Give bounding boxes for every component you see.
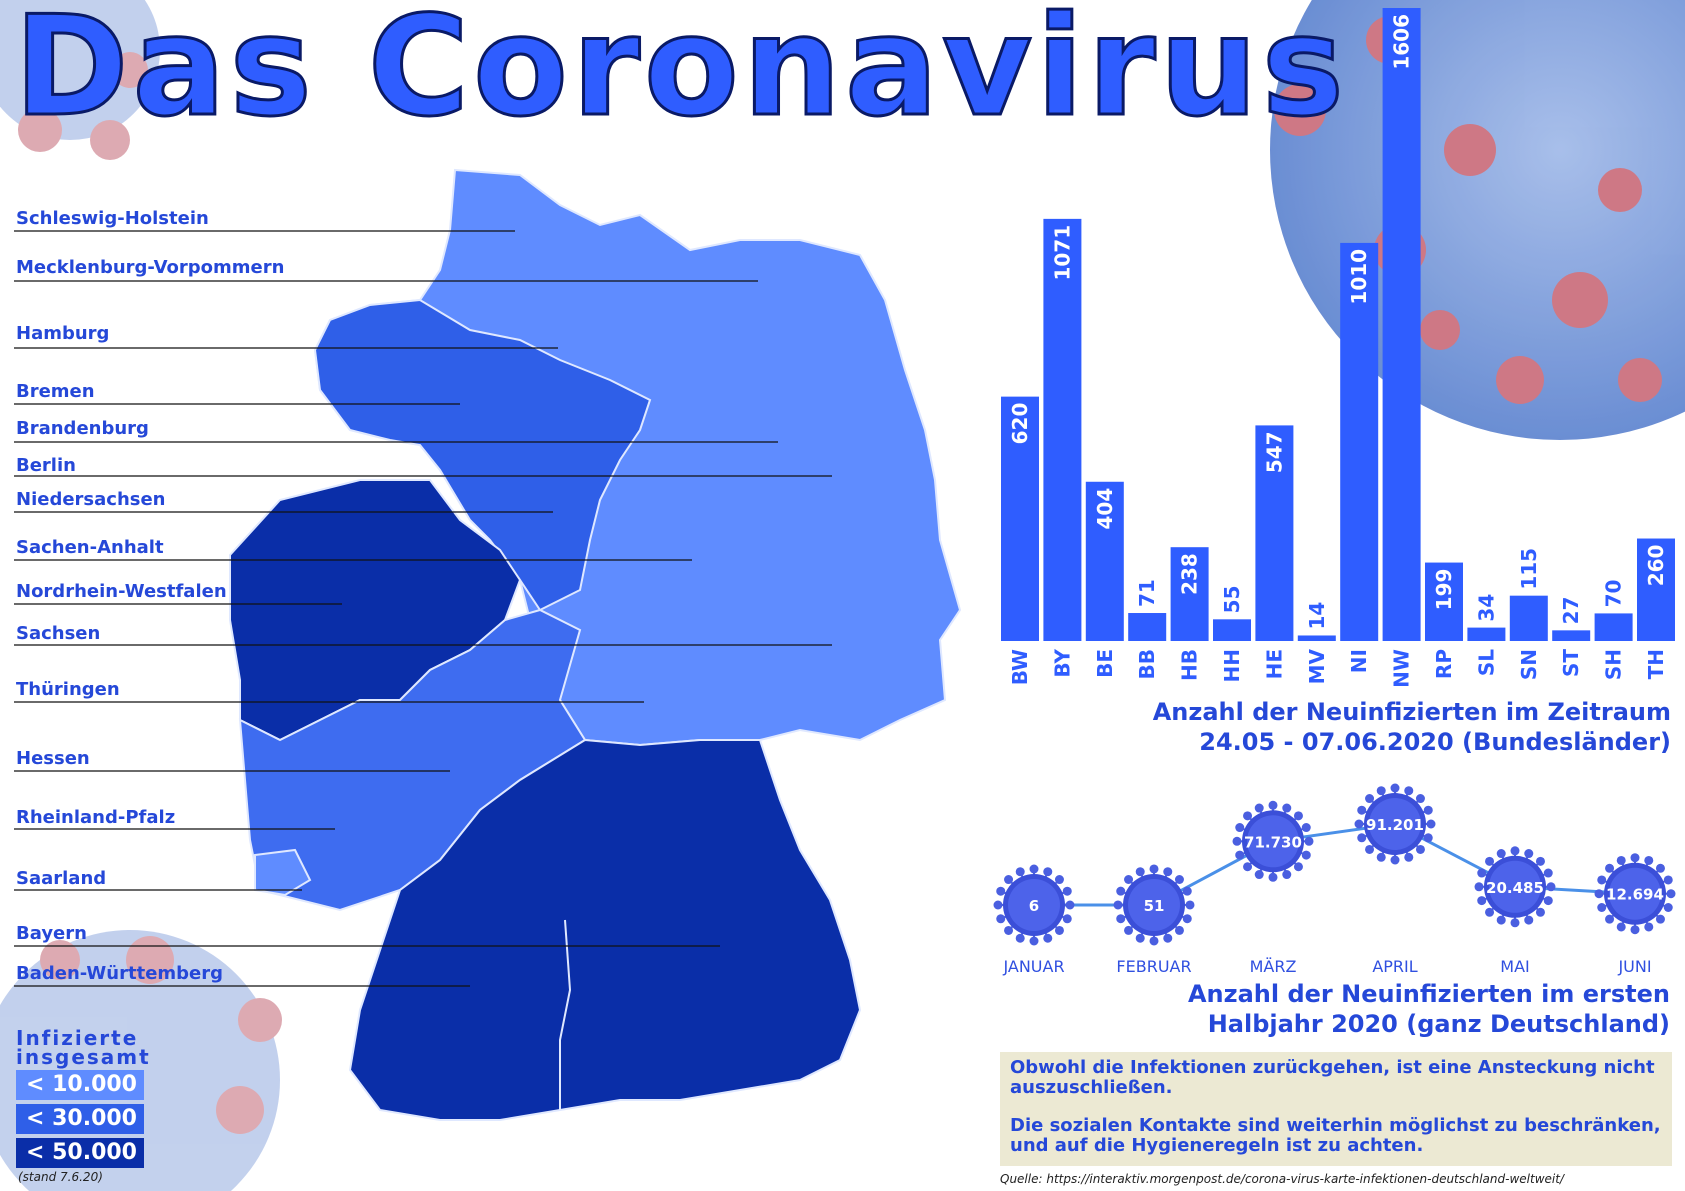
region-label-nordrhein-westfalen: Nordrhein-Westfalen: [16, 581, 227, 602]
legend-item-high: < 50.000: [16, 1138, 144, 1168]
region-label-hessen: Hessen: [16, 748, 90, 769]
legend-date-note: (stand 7.6.20): [18, 1170, 103, 1184]
region-label-bayern: Bayern: [16, 923, 87, 944]
info-note-paragraph-2: Die sozialen Kontakte sind weiterhin mög…: [1010, 1115, 1661, 1156]
bar-chart-title-line2: 24.05 - 07.06.2020 (Bundesländer): [1199, 728, 1671, 756]
line-chart-title-line1: Anzahl der Neuinfizierten im ersten: [1187, 980, 1670, 1008]
info-note-paragraph-1: Obwohl die Infektionen zurückgehen, ist …: [1010, 1057, 1655, 1098]
line-chart-title-line2: Halbjahr 2020 (ganz Deutschland): [1207, 1010, 1670, 1038]
region-label-hamburg: Hamburg: [16, 323, 110, 344]
germany-map: [229, 168, 962, 1121]
legend-item-medium: < 30.000: [16, 1104, 144, 1134]
region-label-schleswig-holstein: Schleswig-Holstein: [16, 208, 209, 229]
source-citation: Quelle: https://interaktiv.morgenpost.de…: [1000, 1172, 1564, 1186]
legend-title-line1: Infizierte: [16, 1026, 139, 1050]
region-label-sachsen: Sachsen: [16, 623, 101, 644]
map-region-niedersachsen: [313, 298, 652, 612]
map-region-south: [348, 738, 862, 1121]
bar-chart-title-line1: Anzahl der Neuinfizierten im Zeitraum: [1152, 698, 1671, 726]
region-label-baden-wuerttemberg: Baden-Württemberg: [16, 963, 224, 984]
region-label-niedersachsen: Niedersachsen: [16, 489, 166, 510]
map-region-saarland: [254, 848, 312, 897]
region-label-saarland: Saarland: [16, 868, 107, 889]
region-label-rheinland-pfalz: Rheinland-Pfalz: [16, 807, 176, 828]
legend-item-low: < 10.000: [16, 1070, 144, 1100]
info-note: Obwohl die Infektionen zurückgehen, ist …: [1000, 1052, 1672, 1166]
region-label-bremen: Bremen: [16, 381, 95, 402]
page-title: Das Coronavirus: [13, 0, 1348, 147]
region-label-mecklenburg-vorpommern: Mecklenburg-Vorpommern: [16, 257, 285, 278]
region-label-berlin: Berlin: [16, 455, 76, 476]
region-label-sachen-anhalt: Sachen-Anhalt: [16, 537, 164, 558]
region-label-brandenburg: Brandenburg: [16, 418, 149, 439]
region-label-thueringen: Thüringen: [16, 679, 120, 700]
legend-title-line2: insgesamt: [16, 1045, 151, 1069]
